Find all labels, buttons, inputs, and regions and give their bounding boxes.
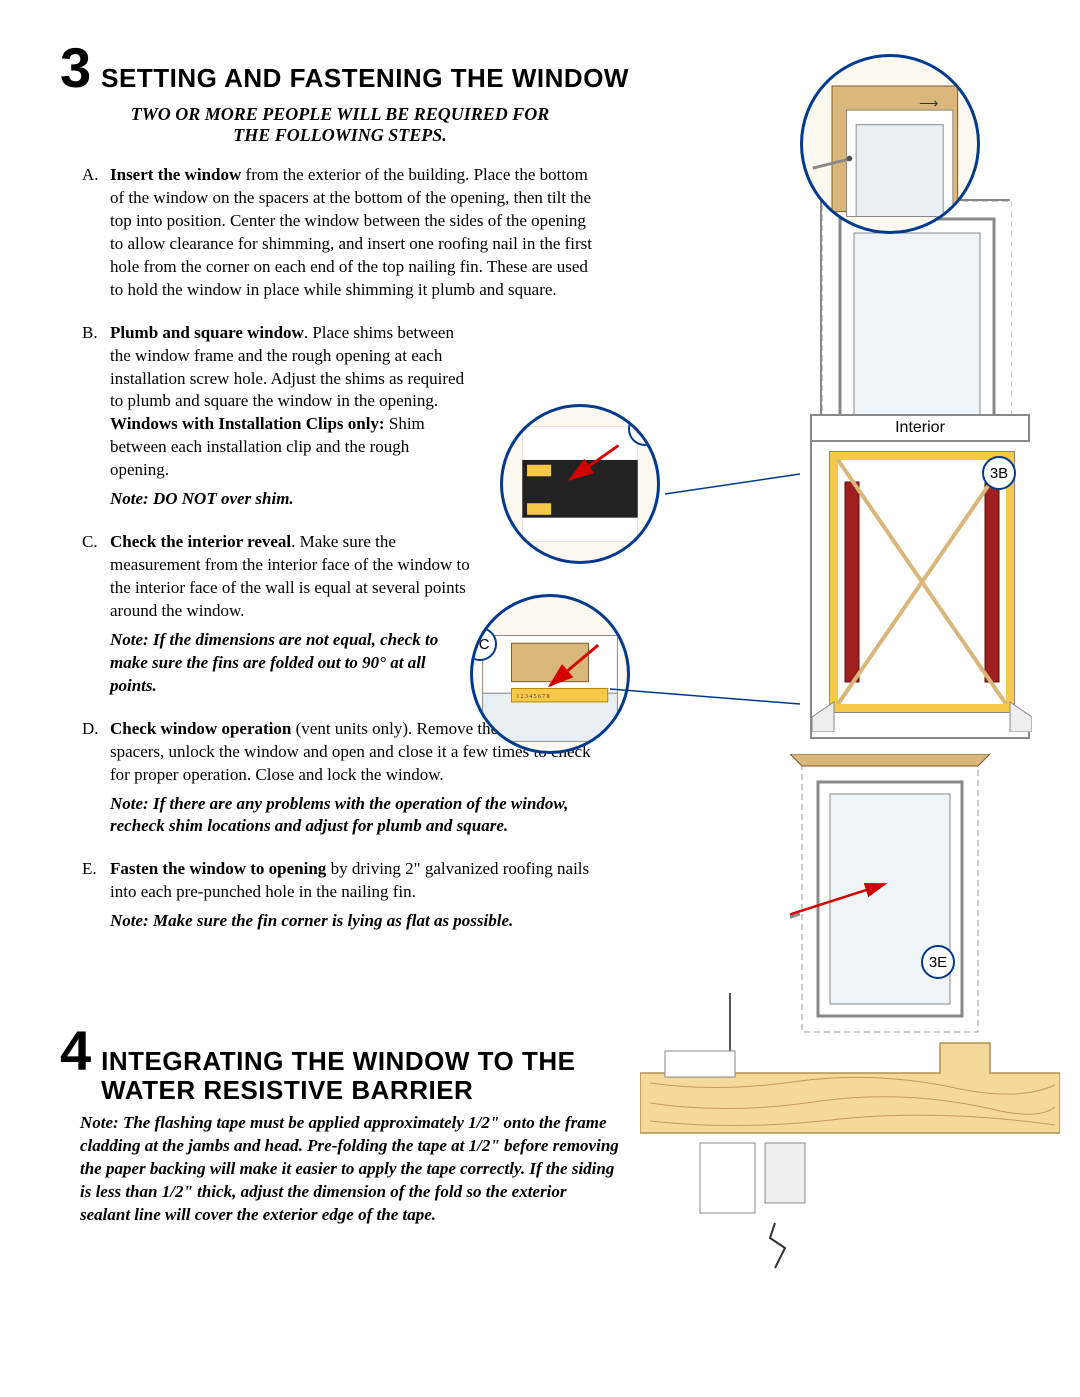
label-3b-interior: 3B — [982, 456, 1016, 490]
cross-section-svg — [640, 993, 1060, 1273]
diagram-3c: 1 2 3 4 5 6 7 8 3C — [470, 594, 630, 754]
section-3-steps: A. Insert the window from the exterior o… — [60, 164, 600, 933]
section-4: 4 INTEGRATING THE WINDOW TO THE WATER RE… — [60, 1023, 1020, 1227]
section-3-number: 3 — [60, 40, 91, 96]
section-3-title: SETTING AND FASTENING THE WINDOW — [101, 63, 629, 94]
label-3e: 3E — [921, 945, 955, 979]
step-b-note: Note: DO NOT over shim. — [110, 488, 470, 511]
diagram-3a: ⟶ 3A — [800, 54, 1010, 469]
interior-label: Interior — [812, 416, 1028, 442]
step-b-marker: B. — [82, 322, 98, 345]
label-3a: 3A — [800, 54, 832, 86]
diagrams-column: ⟶ 3A Interior — [620, 104, 1020, 953]
diagram-3a-svg: ⟶ — [803, 54, 977, 234]
step-e-marker: E. — [82, 858, 97, 881]
diagram-3b-circle: 3B — [500, 404, 660, 564]
section-4-title: INTEGRATING THE WINDOW TO THE WATER RESI… — [101, 1047, 581, 1104]
step-a-body: from the exterior of the building. Place… — [110, 165, 592, 299]
step-c-lead: Check the interior reveal — [110, 532, 291, 551]
section-4-note: Note: The flashing tape must be applied … — [80, 1112, 620, 1227]
step-a: A. Insert the window from the exterior o… — [110, 164, 600, 302]
diagram-3c-svg: 1 2 3 4 5 6 7 8 — [473, 594, 627, 754]
svg-text:⟶: ⟶ — [919, 95, 939, 110]
diagram-3b-interior: Interior — [810, 414, 1030, 739]
step-d-note: Note: If there are any problems with the… — [110, 793, 600, 839]
section-3: 3 SETTING AND FASTENING THE WINDOW TWO O… — [60, 40, 1020, 953]
section-3-warning: TWO OR MORE PEOPLE WILL BE REQUIRED FOR … — [130, 104, 550, 146]
step-d-marker: D. — [82, 718, 99, 741]
step-d-lead: Check window operation — [110, 719, 291, 738]
section-4-number: 4 — [60, 1023, 91, 1079]
label-3b-circle: 3B — [628, 412, 660, 446]
step-a-marker: A. — [82, 164, 99, 187]
step-c-note: Note: If the dimensions are not equal, c… — [110, 629, 470, 698]
step-e-lead: Fasten the window to opening — [110, 859, 326, 878]
step-e-note: Note: Make sure the fin corner is lying … — [110, 910, 600, 933]
svg-text:1 2 3 4 5 6 7 8: 1 2 3 4 5 6 7 8 — [516, 694, 549, 700]
step-b-lead2: Windows with Installation Clips only: — [110, 414, 385, 433]
step-c-marker: C. — [82, 531, 98, 554]
diagram-cross-section — [640, 993, 1060, 1273]
step-a-lead: Insert the window — [110, 165, 241, 184]
step-b-lead: Plumb and square window — [110, 323, 304, 342]
step-e: E. Fasten the window to opening by drivi… — [110, 858, 600, 933]
